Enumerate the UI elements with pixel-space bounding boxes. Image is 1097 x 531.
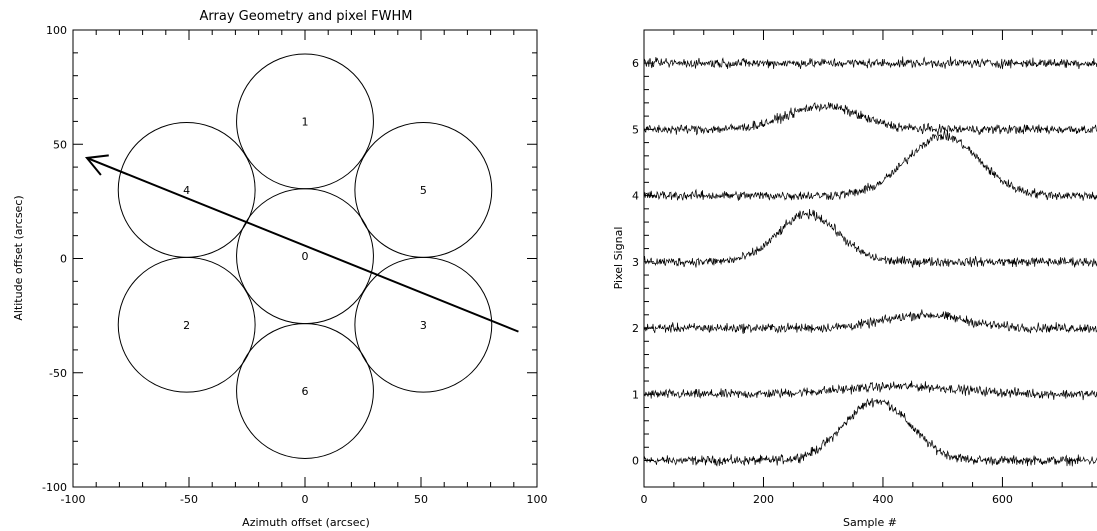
pixel-label-5: 5 <box>420 184 427 197</box>
scan-line <box>86 157 519 333</box>
y-tick-label: 4 <box>632 190 639 203</box>
pixel-label-3: 3 <box>420 319 427 332</box>
y-tick-label: 0 <box>632 455 639 468</box>
y-axis-label: Pixel Signal <box>612 227 625 290</box>
pixel-trace-1 <box>643 380 1097 401</box>
y-tick-label: 5 <box>632 123 639 136</box>
pixel-circle-1 <box>236 53 374 190</box>
x-tick-label: 600 <box>992 493 1013 506</box>
y-axis-label: Altitude offset (arcsec) <box>12 195 25 320</box>
x-tick-label: 50 <box>414 493 428 506</box>
pixel-label-0: 0 <box>302 250 309 263</box>
pixel-label-1: 1 <box>302 115 309 128</box>
y-tick-label: 2 <box>632 322 639 335</box>
pixel-trace-6 <box>643 56 1097 70</box>
x-tick-label: 400 <box>872 493 893 506</box>
signal-traces <box>643 56 1097 467</box>
x-axis-label: Azimuth offset (arcsec) <box>242 516 370 529</box>
y-tick-label: 3 <box>632 256 639 269</box>
plot-frame <box>643 29 1097 488</box>
x-tick-label: 0 <box>641 493 648 506</box>
scan-arrow <box>84 154 519 333</box>
array-geometry-chart: Array Geometry and pixel FWHM -100 -50 0 50… <box>12 9 548 529</box>
pixel-trace-3 <box>643 208 1097 269</box>
pixel-trace-5 <box>643 102 1097 136</box>
pixel-circles: 0 1 2 3 4 5 6 <box>117 53 493 459</box>
chart-title: Array Geometry and pixel FWHM <box>200 9 413 24</box>
pixel-label-2: 2 <box>183 319 190 332</box>
y-tick-label: 50 <box>53 138 67 151</box>
x-axis-label: Sample # <box>843 516 897 529</box>
y-tick-label: -50 <box>49 367 67 380</box>
pixel-circle-6 <box>236 323 374 459</box>
arrow-head <box>84 154 109 176</box>
y-tick-label: 100 <box>46 24 67 37</box>
pixel-circle-5 <box>354 122 493 258</box>
x-tick-label: 100 <box>527 493 548 506</box>
x-tick-label: -50 <box>180 493 198 506</box>
pixel-label-6: 6 <box>302 385 309 398</box>
x-tick-label: 200 <box>753 493 774 506</box>
y-tick-label: 0 <box>60 253 67 266</box>
y-tick-label: -100 <box>42 481 67 494</box>
y-tick-label: 6 <box>632 57 639 70</box>
pixel-label-4: 4 <box>183 184 190 197</box>
y-tick-label: 1 <box>632 388 639 401</box>
x-tick-label: -100 <box>61 493 86 506</box>
pixel-trace-2 <box>643 309 1097 334</box>
pixel-trace-4 <box>643 129 1097 201</box>
pixel-trace-0 <box>643 398 1097 467</box>
pixel-signal-chart: 0 200 400 600 0 1 2 3 4 5 6 Sample # Pixel Signal <box>612 29 1097 529</box>
pixel-circle-4 <box>117 122 256 258</box>
x-tick-label: 0 <box>302 493 309 506</box>
axis-ticks: 0 200 400 600 0 1 2 3 4 5 6 <box>632 30 1093 506</box>
